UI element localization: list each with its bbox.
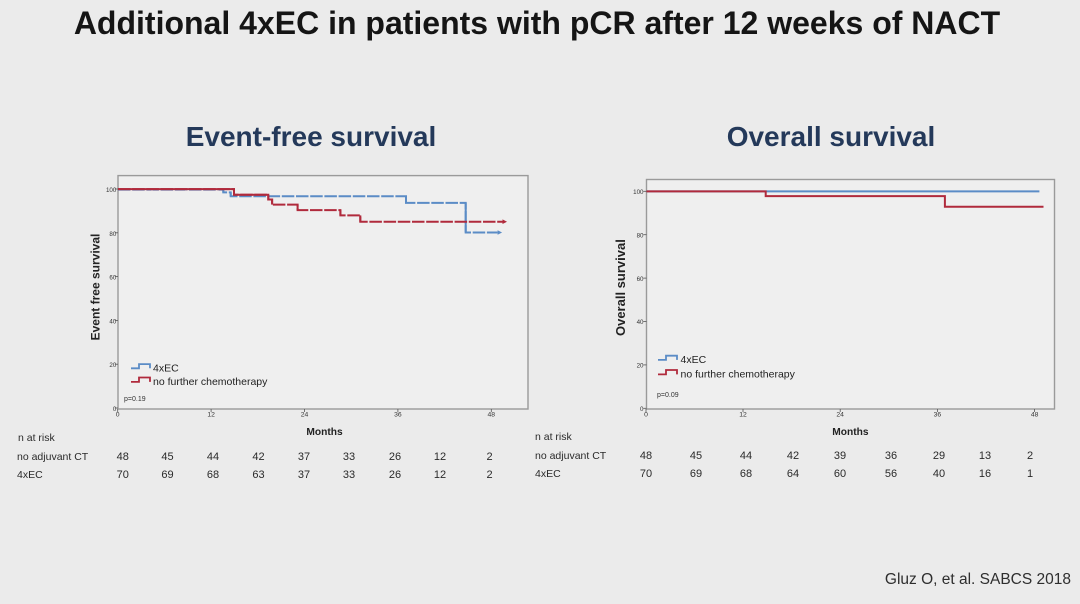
svg-text:24: 24: [301, 412, 309, 419]
svg-text:80: 80: [109, 231, 116, 238]
svg-text:Months: Months: [306, 427, 343, 438]
svg-text:100: 100: [106, 187, 117, 194]
svg-text:no further chemotherapy: no further chemotherapy: [153, 376, 268, 388]
svg-text:p=0.19: p=0.19: [124, 396, 146, 403]
svg-text:12: 12: [207, 412, 215, 419]
svg-text:Months: Months: [832, 427, 869, 438]
svg-text:80: 80: [637, 232, 644, 239]
svg-text:40: 40: [109, 318, 116, 325]
svg-text:48: 48: [1031, 412, 1039, 419]
svg-text:0: 0: [644, 412, 648, 419]
svg-text:0: 0: [113, 406, 117, 413]
svg-text:Overall survival: Overall survival: [613, 239, 628, 336]
svg-text:0: 0: [640, 406, 644, 413]
svg-text:40: 40: [637, 319, 644, 326]
svg-text:24: 24: [836, 412, 844, 419]
svg-text:60: 60: [109, 275, 116, 282]
svg-text:48: 48: [488, 412, 496, 419]
svg-text:20: 20: [637, 363, 644, 370]
svg-text:4xEC: 4xEC: [681, 354, 707, 366]
svg-text:0: 0: [116, 412, 120, 419]
svg-text:36: 36: [394, 412, 402, 419]
svg-text:20: 20: [109, 362, 116, 369]
svg-text:60: 60: [637, 276, 644, 283]
svg-text:p=0.09: p=0.09: [657, 392, 679, 399]
svg-text:12: 12: [739, 412, 747, 419]
svg-text:36: 36: [934, 412, 942, 419]
svg-text:4xEC: 4xEC: [153, 363, 179, 375]
svg-text:no further chemotherapy: no further chemotherapy: [681, 369, 796, 381]
svg-text:100: 100: [633, 189, 644, 196]
svg-text:Event free survival: Event free survival: [89, 234, 103, 341]
